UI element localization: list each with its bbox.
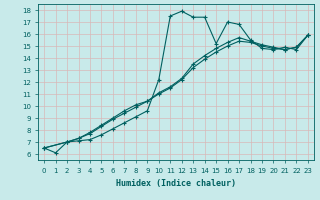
X-axis label: Humidex (Indice chaleur): Humidex (Indice chaleur) [116, 179, 236, 188]
